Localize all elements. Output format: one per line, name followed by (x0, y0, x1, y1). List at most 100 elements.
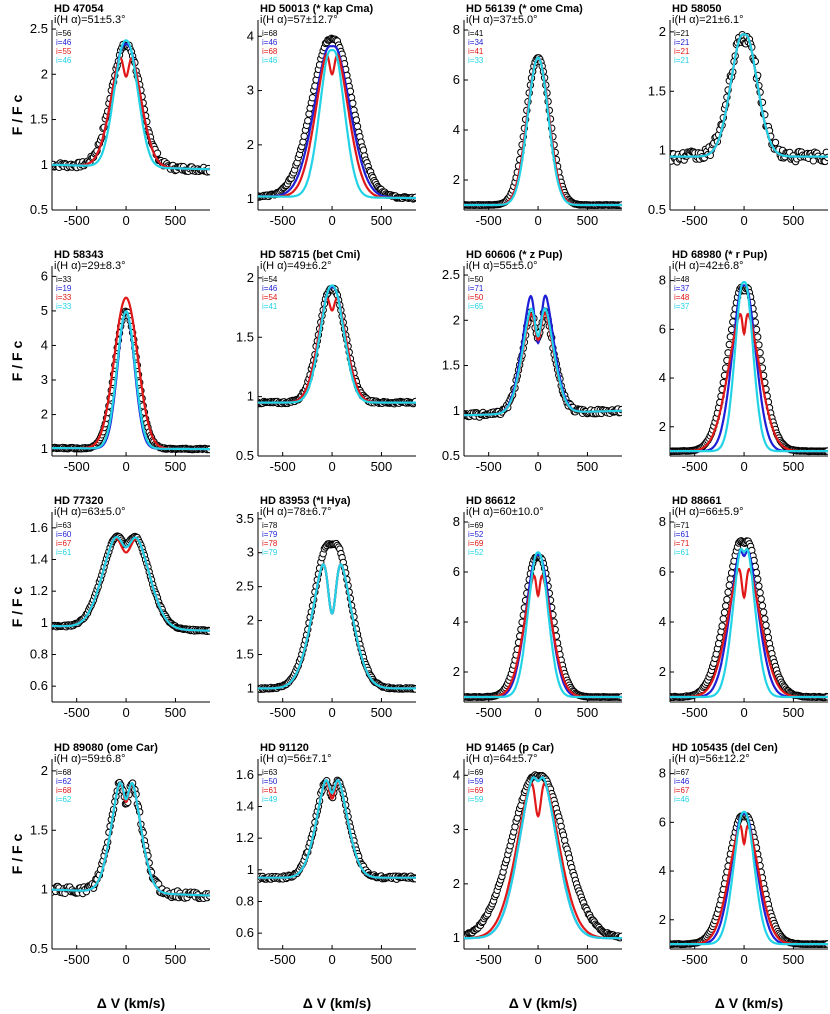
legend-entry: i=78 (262, 521, 278, 530)
model-red-line (670, 568, 828, 699)
obs-point (305, 110, 313, 118)
legend-entry: i=50 (468, 293, 484, 302)
legend-entry: i=59 (468, 795, 484, 804)
x-tick-label: 500 (783, 952, 805, 967)
y-tick-label: 2 (247, 613, 254, 628)
legend-entry: i=54 (262, 275, 278, 284)
legend-entry: i=41 (468, 47, 484, 56)
obs-point (359, 146, 368, 154)
y-tick-label: 6 (659, 814, 666, 829)
panel-title: HD 86612 (466, 495, 516, 507)
x-tick-label: 0 (122, 213, 129, 228)
obs-point (761, 615, 769, 623)
model-red-line (670, 823, 828, 946)
obs-point (722, 602, 730, 610)
x-tick-label: 0 (534, 952, 541, 967)
x-tick-label: 0 (122, 459, 129, 474)
x-tick-label: -500 (64, 705, 90, 720)
legend-entry: i=46 (262, 56, 278, 65)
y-tick-label: 1.5 (648, 83, 666, 98)
y-tick-label: 6 (453, 72, 460, 87)
panel-title: HD 89080 (ome Car) (54, 742, 158, 754)
model-red-line (670, 312, 828, 453)
observed-series (258, 539, 416, 693)
x-tick-label: 0 (534, 705, 541, 720)
legend-entry: i=46 (56, 56, 72, 65)
panel-subtitle: i(H α)=29±8.3° (54, 260, 126, 272)
legend-entry: i=71 (674, 539, 690, 548)
obs-point (300, 132, 308, 140)
model-blue-line (52, 781, 210, 897)
y-tick-label: 1 (247, 862, 254, 877)
model-cyan-line (464, 307, 622, 417)
obs-point (754, 575, 762, 583)
x-tick-label: 0 (534, 459, 541, 474)
obs-point (726, 575, 735, 583)
panel-title: HD 105435 (del Cen) (672, 742, 778, 754)
panel-title: HD 77320 (54, 495, 104, 507)
y-axis-label: F / F c (9, 587, 25, 628)
obs-point (714, 639, 723, 648)
y-tick-label: 1 (453, 403, 460, 418)
obs-point (720, 608, 729, 617)
model-blue-line (258, 779, 416, 879)
model-blue-line (670, 33, 828, 158)
model-cyan-line (670, 33, 828, 158)
y-tick-label: 2 (453, 876, 460, 891)
legend-entry: i=21 (674, 47, 690, 56)
observed-series (258, 284, 416, 408)
y-tick-label: 4 (659, 614, 666, 629)
y-tick-label: 8 (453, 514, 460, 529)
x-tick-label: -500 (476, 705, 502, 720)
model-cyan-line (670, 281, 828, 453)
legend-entry: i=41 (468, 29, 484, 38)
model-cyan-line (52, 39, 210, 171)
x-tick-label: 500 (165, 459, 187, 474)
y-tick-label: 2 (41, 407, 48, 422)
y-tick-label: 6 (41, 268, 48, 283)
x-tick-label: 500 (577, 459, 599, 474)
y-tick-label: 3 (41, 372, 48, 387)
y-tick-label: 1 (41, 615, 48, 630)
x-tick-label: 0 (328, 459, 335, 474)
x-tick-label: -500 (476, 459, 502, 474)
y-tick-label: 1.5 (30, 112, 48, 127)
legend-entry: i=61 (262, 786, 278, 795)
model-blue-line (258, 45, 416, 200)
y-tick-label: 2 (247, 137, 254, 152)
model-red-line (258, 780, 416, 879)
x-tick-label: 500 (371, 952, 393, 967)
x-tick-label: -500 (682, 705, 708, 720)
x-tick-label: -500 (64, 213, 90, 228)
legend-entry: i=79 (262, 548, 278, 557)
panel-subtitle: i(H α)=60±10.0° (466, 506, 544, 518)
y-tick-label: 1.2 (30, 583, 48, 598)
y-tick-label: 1.4 (30, 552, 48, 567)
panel-title: HD 91120 (260, 742, 309, 754)
x-tick-label: 500 (577, 213, 599, 228)
y-tick-label: 4 (41, 337, 48, 352)
panel-subtitle: i(H α)=51±5.3° (54, 14, 126, 26)
legend-entry: i=68 (262, 47, 278, 56)
obs-point (352, 116, 361, 124)
observed-series (464, 771, 622, 942)
y-axis-label: F / F c (9, 834, 25, 875)
legend-entry: i=50 (262, 777, 278, 786)
y-axis-label: F / F c (9, 95, 25, 136)
obs-point (723, 595, 731, 604)
x-axis-label: Δ V (km/s) (715, 995, 783, 1011)
model-red-line (52, 537, 210, 632)
panel-title: HD 58343 (54, 249, 104, 261)
y-tick-label: 2 (453, 172, 460, 187)
y-tick-label: 6 (659, 564, 666, 579)
legend-entry: i=78 (262, 539, 278, 548)
x-tick-label: 500 (783, 459, 805, 474)
model-blue-line (52, 536, 210, 632)
panel-subtitle: i(H α)=66±5.9° (672, 506, 744, 518)
obs-point (718, 622, 726, 630)
obs-point (771, 138, 780, 147)
panel-title: HD 91465 (p Car) (466, 742, 554, 754)
legend-entry: i=71 (674, 521, 690, 530)
y-tick-label: 1.5 (236, 329, 254, 344)
